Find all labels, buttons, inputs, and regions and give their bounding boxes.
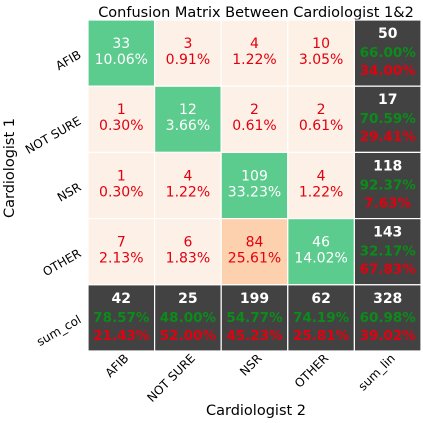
cell-percent-label: 3.66% (166, 118, 210, 134)
cell-count-label: 12 (179, 102, 197, 118)
sum-error-percent: 52.00% (160, 328, 217, 344)
sum-correct-percent: 60.98% (360, 310, 417, 326)
chart-title: Confusion Matrix Between Cardiologist 1&… (98, 5, 414, 21)
sum-count-label: 50 (378, 26, 398, 42)
heatmap-cell (287, 218, 355, 286)
sum-count-label: 42 (112, 291, 131, 307)
y-tick-labels: AFIB NOT SURE NSR OTHER sum_col (23, 48, 84, 349)
x-tick-label: AFIB (103, 351, 132, 380)
sum-error-percent: 67.83% (360, 262, 417, 278)
col-sum-cell (220, 284, 289, 352)
heatmap-cell (154, 151, 222, 220)
sum-correct-percent: 92.37% (360, 177, 417, 193)
heatmap-cell (154, 218, 222, 286)
col-sum-cell (154, 284, 222, 352)
x-tick-label: sum_lin (356, 351, 398, 393)
cell-percent-label: 0.61% (299, 118, 343, 134)
cell-percent-label: 0.30% (99, 118, 143, 134)
cell-count-label: 33 (112, 36, 130, 52)
cell-percent-label: 1.22% (232, 52, 276, 68)
cell-percent-label: 0.61% (232, 118, 276, 134)
cell-count-label: 10 (312, 36, 330, 52)
y-tick-label: AFIB (53, 48, 83, 74)
cell-count-label: 4 (250, 36, 259, 52)
cell-count-label: 7 (117, 235, 126, 251)
cell-percent-label: 0.30% (99, 184, 143, 200)
cell-percent-label: 3.05% (299, 52, 343, 68)
heatmap-cell (287, 85, 355, 153)
y-tick-label: NOT SURE (23, 114, 84, 157)
cell-percent-label: 10.06% (95, 52, 148, 68)
sum-correct-percent: 48.00% (160, 310, 217, 326)
sum-error-percent: 25.81% (293, 328, 350, 344)
x-tick-label: NOT SURE (144, 351, 198, 405)
y-tick-label: NSR (55, 180, 84, 205)
heatmap-cell (87, 19, 156, 87)
cell-percent-label: 33.23% (228, 184, 281, 200)
heatmap-cell (154, 85, 222, 153)
sum-count-label: 143 (373, 225, 402, 241)
x-tick-labels: AFIB NOT SURE NSR OTHER sum_lin (103, 351, 398, 405)
sum-correct-percent: 74.19% (293, 310, 350, 326)
y-tick-label: sum_col (34, 312, 83, 349)
heatmap-cell (220, 19, 289, 87)
sum-count-label: 199 (240, 291, 269, 307)
x-tick-label: NSR (237, 351, 265, 379)
cell-count-label: 4 (183, 168, 192, 184)
cell-count-label: 3 (183, 36, 192, 52)
x-tick-label: OTHER (292, 351, 331, 390)
cell-count-label: 1 (117, 168, 126, 184)
cell-count-label: 2 (250, 102, 259, 118)
row-sum-cell (353, 19, 422, 87)
sum-correct-percent: 66.00% (360, 45, 417, 61)
sum-error-percent: 34.00% (360, 63, 417, 79)
total-sum-cell (353, 284, 422, 352)
col-sum-cell (87, 284, 156, 352)
heatmap-cells: 3310.06%30.91%41.22%103.05%10.30%123.66%… (87, 19, 422, 352)
sum-error-percent: 45.23% (226, 328, 283, 344)
cell-count-label: 4 (317, 168, 326, 184)
cell-count-label: 84 (246, 235, 264, 251)
sum-error-percent: 39.02% (360, 328, 417, 344)
cell-percent-label: 0.91% (166, 52, 210, 68)
sum-correct-percent: 70.59% (360, 111, 417, 127)
sum-correct-percent: 78.57% (93, 310, 150, 326)
sum-count-label: 62 (311, 291, 330, 307)
cell-count-label: 46 (312, 235, 330, 251)
row-sum-cell (353, 85, 422, 153)
cell-count-label: 2 (317, 102, 326, 118)
cell-percent-label: 25.61% (228, 251, 281, 267)
sum-correct-percent: 54.77% (226, 310, 283, 326)
cell-count-label: 109 (241, 168, 268, 184)
cell-count-label: 6 (183, 235, 192, 251)
row-sum-cell (353, 218, 422, 286)
sum-error-percent: 7.63% (364, 195, 411, 211)
sum-correct-percent: 32.17% (360, 244, 417, 260)
x-axis-label: Cardiologist 2 (206, 403, 306, 419)
y-axis-label: Cardiologist 1 (2, 118, 18, 218)
cell-percent-label: 1.83% (166, 251, 210, 267)
heatmap-cell (154, 19, 222, 87)
cell-count-label: 1 (117, 102, 126, 118)
sum-count-label: 118 (373, 158, 402, 174)
heatmap-cell (287, 151, 355, 220)
cell-percent-label: 1.22% (299, 184, 343, 200)
y-tick-label: OTHER (40, 246, 83, 279)
sum-count-label: 17 (378, 92, 397, 108)
sum-error-percent: 29.41% (360, 129, 417, 145)
sum-error-percent: 21.43% (93, 328, 150, 344)
cell-percent-label: 14.02% (294, 251, 347, 267)
sum-count-label: 328 (373, 291, 402, 307)
cell-percent-label: 2.13% (99, 251, 143, 267)
cell-percent-label: 1.22% (166, 184, 210, 200)
row-sum-cell (353, 151, 422, 220)
sum-count-label: 25 (178, 291, 197, 307)
